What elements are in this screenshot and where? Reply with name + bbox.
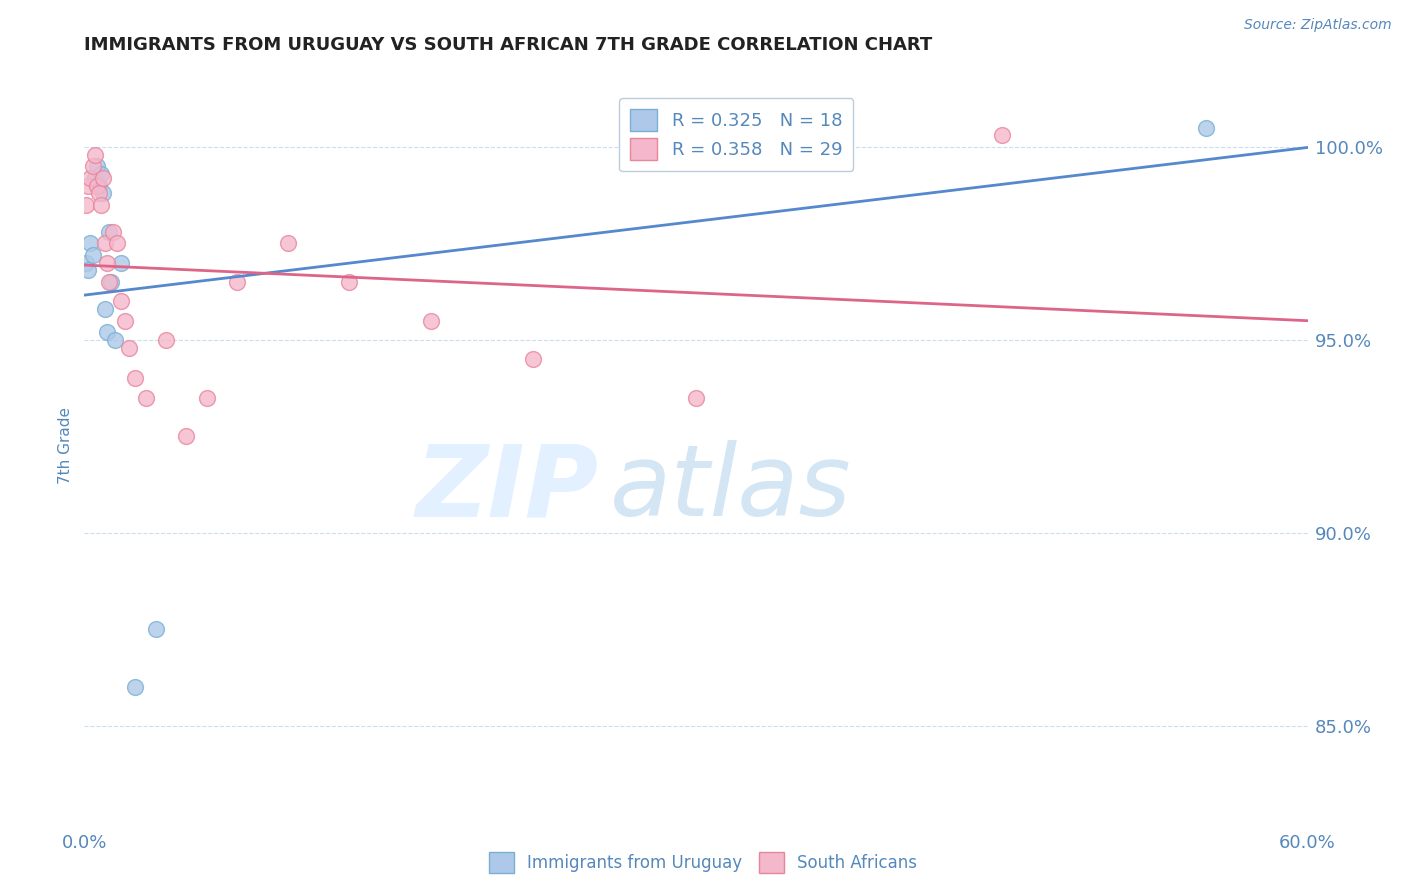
- Point: [96, 325, 118, 339]
- Point: [79, 170, 101, 185]
- Point: [96, 256, 118, 270]
- Point: [79, 236, 101, 251]
- Point: [155, 333, 177, 347]
- Point: [75, 256, 97, 270]
- Point: [97, 275, 120, 289]
- Point: [110, 256, 132, 270]
- Point: [277, 236, 299, 251]
- Point: [195, 391, 218, 405]
- Point: [135, 391, 157, 405]
- Point: [87, 186, 110, 201]
- Point: [118, 341, 141, 355]
- Legend: Immigrants from Uruguay, South Africans: Immigrants from Uruguay, South Africans: [482, 846, 924, 880]
- Point: [93, 301, 117, 316]
- Point: [86, 178, 108, 193]
- Point: [145, 622, 167, 636]
- Point: [86, 159, 108, 173]
- Point: [339, 275, 361, 289]
- Point: [93, 236, 117, 251]
- Point: [110, 294, 132, 309]
- Point: [104, 333, 127, 347]
- Point: [420, 313, 443, 327]
- Text: 0.0%: 0.0%: [62, 834, 107, 852]
- Point: [75, 198, 97, 212]
- Text: ZIP: ZIP: [415, 441, 598, 537]
- Point: [87, 178, 110, 193]
- Point: [82, 248, 104, 262]
- Point: [124, 371, 146, 385]
- Text: atlas: atlas: [610, 441, 852, 537]
- Point: [226, 275, 249, 289]
- Point: [97, 225, 120, 239]
- Point: [77, 263, 100, 277]
- Point: [991, 128, 1014, 143]
- Point: [101, 225, 124, 239]
- Point: [1195, 120, 1218, 135]
- Legend: R = 0.325   N = 18, R = 0.358   N = 29: R = 0.325 N = 18, R = 0.358 N = 29: [620, 98, 853, 171]
- Point: [77, 178, 100, 193]
- Point: [83, 148, 105, 162]
- Text: 60.0%: 60.0%: [1279, 834, 1336, 852]
- Point: [91, 186, 114, 201]
- Point: [82, 159, 104, 173]
- Text: Source: ZipAtlas.com: Source: ZipAtlas.com: [1244, 18, 1392, 32]
- Text: IMMIGRANTS FROM URUGUAY VS SOUTH AFRICAN 7TH GRADE CORRELATION CHART: IMMIGRANTS FROM URUGUAY VS SOUTH AFRICAN…: [84, 36, 932, 54]
- Point: [114, 313, 136, 327]
- Point: [105, 236, 128, 251]
- Y-axis label: 7th Grade: 7th Grade: [58, 408, 73, 484]
- Point: [91, 170, 114, 185]
- Point: [174, 429, 197, 443]
- Point: [90, 198, 112, 212]
- Point: [90, 167, 112, 181]
- Point: [83, 170, 105, 185]
- Point: [522, 352, 544, 367]
- Point: [124, 680, 146, 694]
- Point: [100, 275, 122, 289]
- Point: [685, 391, 707, 405]
